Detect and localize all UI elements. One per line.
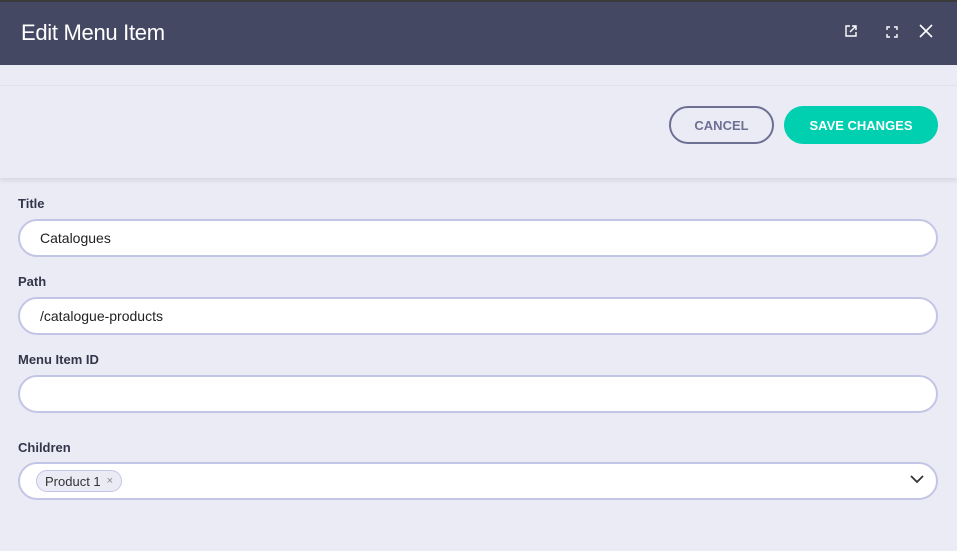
fullscreen-icon[interactable] [886,24,898,44]
action-toolbar: CANCEL SAVE CHANGES [0,85,957,178]
save-changes-button[interactable]: SAVE CHANGES [784,106,938,144]
dialog-header: Edit Menu Item [0,0,957,65]
close-icon[interactable] [919,24,933,44]
chip-label: Product 1 [45,473,101,489]
chevron-down-icon[interactable] [910,471,924,487]
cancel-button[interactable]: CANCEL [669,106,774,144]
children-label: Children [18,440,71,455]
dialog-title: Edit Menu Item [21,20,165,45]
title-input[interactable]: Catalogues [18,219,938,257]
path-input[interactable]: /catalogue-products [18,297,938,335]
remove-chip-icon[interactable]: × [106,475,114,487]
children-select[interactable]: Product 1 × [18,462,938,500]
title-value: Catalogues [40,230,111,246]
menu-item-id-label: Menu Item ID [18,352,99,367]
external-link-icon[interactable] [844,24,858,44]
menu-item-id-input[interactable] [18,375,938,413]
title-label: Title [18,196,45,211]
path-label: Path [18,274,47,289]
path-value: /catalogue-products [40,308,163,324]
selected-chip: Product 1 × [36,470,123,492]
